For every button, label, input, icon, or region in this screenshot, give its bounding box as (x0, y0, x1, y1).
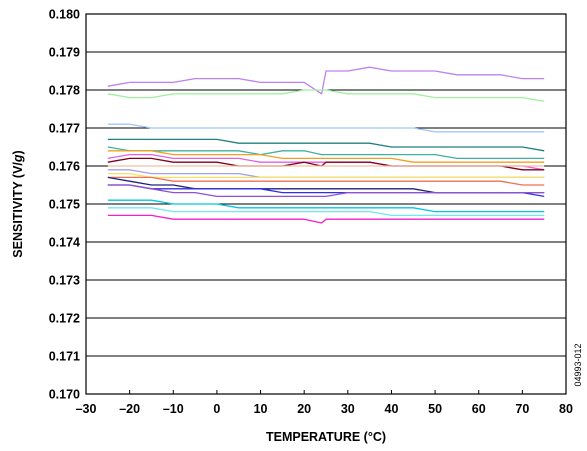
x-tick-label: 50 (428, 402, 442, 416)
y-tick-label: 0.176 (49, 160, 80, 174)
y-tick-label: 0.178 (49, 84, 80, 98)
series-line-5 (107, 146, 545, 160)
series-line-6 (107, 150, 545, 163)
x-tick-label: 70 (515, 402, 529, 416)
y-axis-tick-labels: 0.170 0.171 0.172 0.173 0.174 0.175 0.176 0.177… (49, 8, 80, 402)
series-line-18 (107, 214, 545, 224)
y-tick-label: 0.180 (49, 8, 80, 22)
y-axis-title: SENSITIVITY (V/g) (11, 150, 25, 257)
series-line-1 (107, 66, 545, 95)
x-tick-label: 0 (213, 402, 220, 416)
y-tick-label: 0.173 (49, 274, 80, 288)
series-line-2 (107, 89, 545, 103)
series-line-11 (107, 172, 545, 179)
series-line-8 (107, 157, 545, 171)
y-tick-label: 0.172 (49, 312, 80, 326)
y-tick-label: 0.175 (49, 198, 80, 212)
y-tick-label: 0.171 (49, 350, 80, 364)
x-tick-label: 60 (472, 402, 486, 416)
x-tick-label: –10 (163, 402, 184, 416)
y-tick-label: 0.177 (49, 122, 80, 136)
x-tick-label: 30 (341, 402, 355, 416)
y-axis-title-part-2: g (11, 154, 25, 163)
x-tick-label: 40 (385, 402, 399, 416)
series-line-14 (107, 184, 545, 198)
x-tick-label: 10 (254, 402, 268, 416)
series-layer (107, 66, 545, 224)
plot-area-frame (85, 13, 567, 395)
x-tick-label: 80 (559, 402, 573, 416)
x-tick-label: –30 (76, 402, 97, 416)
y-axis-title-part-3: ) (11, 150, 25, 154)
y-tick-label: 0.170 (49, 388, 80, 402)
series-line-17 (107, 207, 545, 217)
series-line-3 (107, 123, 545, 133)
series-line-4 (107, 138, 545, 152)
x-axis-title: TEMPERATURE (°C) (266, 430, 386, 444)
y-tick-label: 0.174 (49, 236, 80, 250)
x-tick-label: –20 (119, 402, 140, 416)
x-axis-tick-labels: –30 –20 –10 0 10 20 30 40 50 60 70 80 (76, 390, 573, 416)
y-axis-title-part-1: SENSITIVITY (V/ (11, 162, 25, 258)
series-line-12 (107, 176, 545, 186)
series-line-13 (107, 176, 545, 194)
figure-code: 04993-012 (573, 343, 583, 386)
y-tick-label: 0.179 (49, 46, 80, 60)
x-tick-label: 20 (297, 402, 311, 416)
series-line-15 (107, 184, 545, 198)
series-line-10 (107, 169, 545, 179)
series-line-16 (107, 199, 545, 213)
